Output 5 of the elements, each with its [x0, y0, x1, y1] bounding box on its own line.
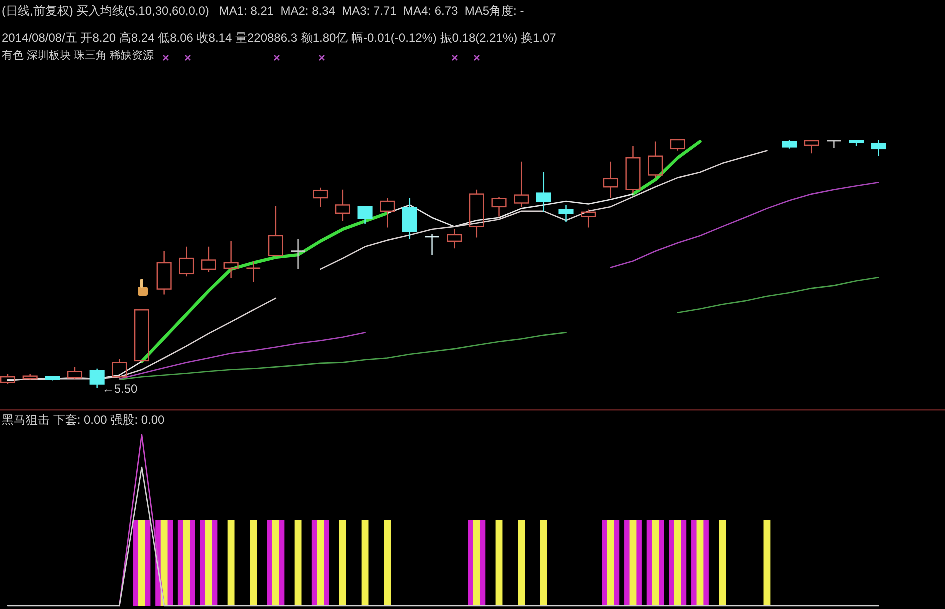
subtitle: 2014/08/08/五 开8.20 高8.24 低8.06 收8.14 量220886.3 额1.80亿 幅-0.01(-0.12%) 振0.18(2.21%) 换1.07 — [2, 31, 556, 45]
annotation: ←5.50 — [102, 382, 138, 396]
annotation: 有色 深圳板块 珠三角 稀缺资源 — [2, 50, 154, 62]
title: (日线,前复权) 买入均线(5,10,30,60,0,0) MA1: 8.21 MA2: 8.34 MA3: 7.71 MA4: 6.73 MA5角度: - — [2, 4, 524, 18]
title: 黑马狙击 下套: 0.00 强股: 0.00 — [2, 413, 165, 427]
